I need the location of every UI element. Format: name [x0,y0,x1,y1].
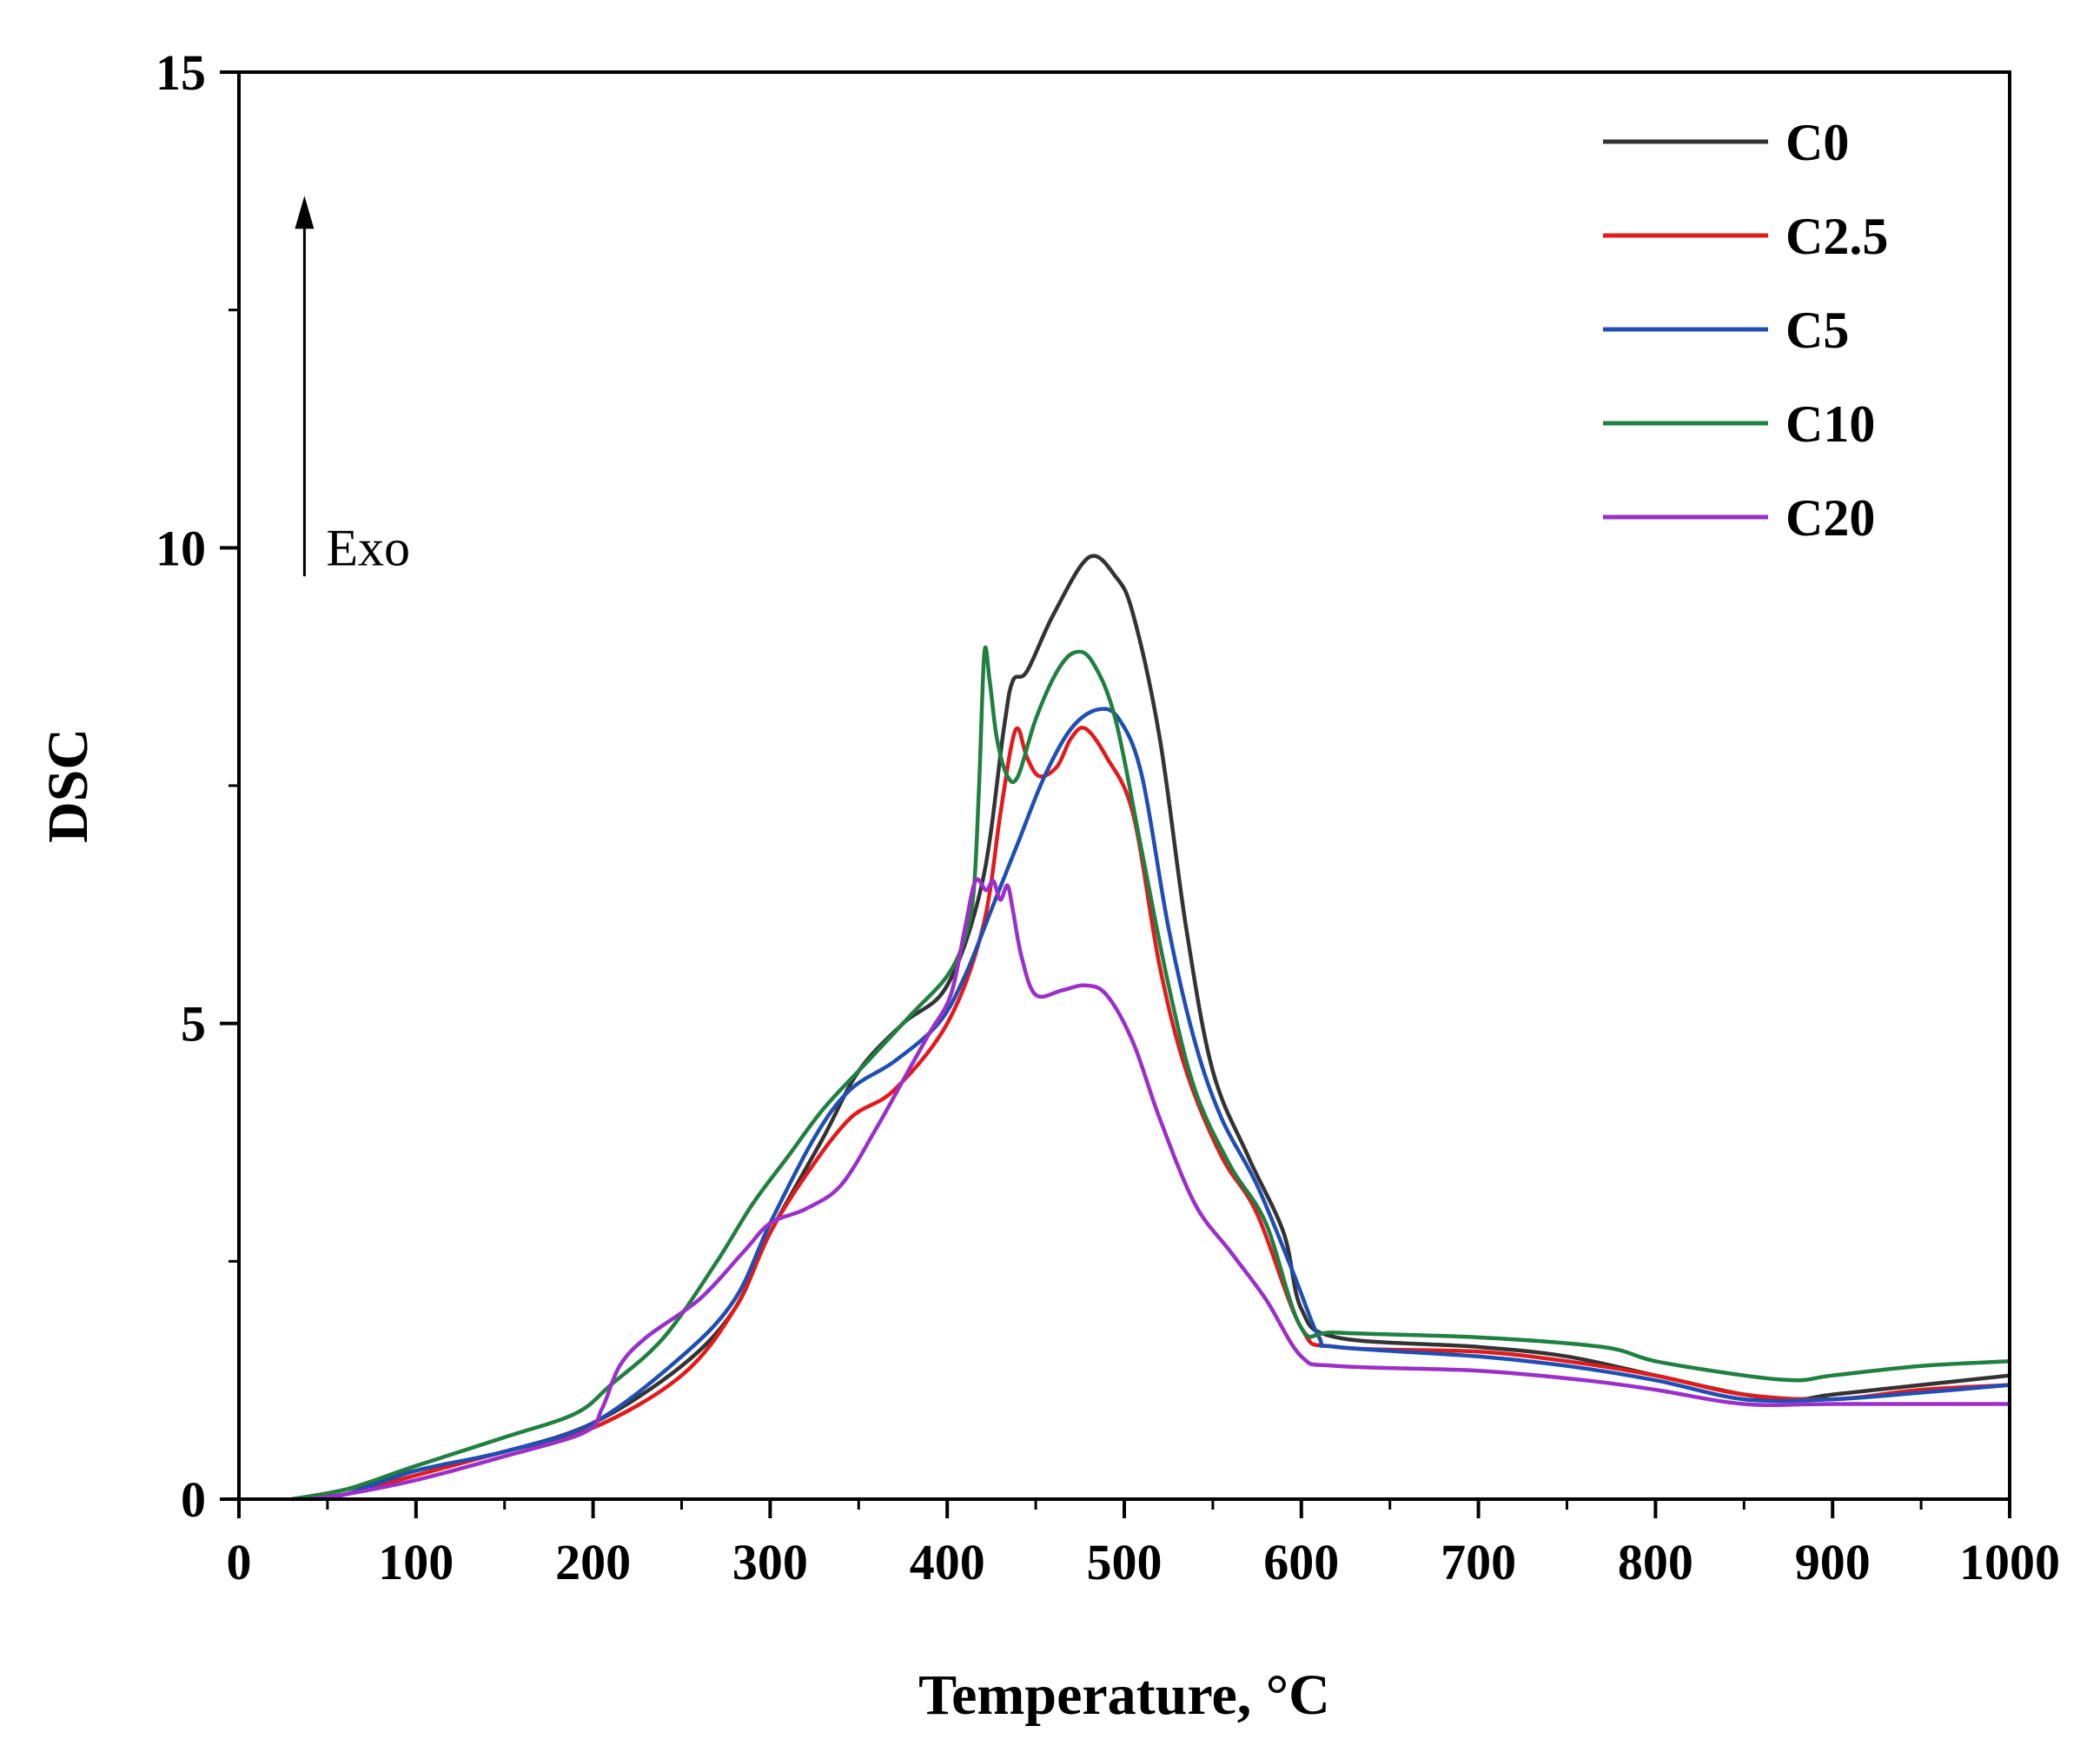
series-line-c0 [291,554,2011,1502]
exo-label: Exo [326,519,410,576]
y-axis-title: DSC [36,728,100,843]
legend: C0 C2.5 C5 C10 C20 [1603,114,1888,547]
x-tick-label: 900 [1795,1534,1871,1590]
series-line-c10 [291,645,2011,1502]
y-tick-label: 0 [181,1471,206,1528]
x-tick-label: 800 [1618,1534,1693,1590]
x-tick-label: 100 [378,1534,454,1590]
x-axis-title: Temperature, °C [918,1663,1330,1727]
y-tick-label: 10 [156,520,206,576]
x-tick-label: 200 [555,1534,631,1590]
x-tick-label: 500 [1087,1534,1163,1590]
x-tick-label: 600 [1263,1534,1339,1590]
exo-annotation: Exo [295,196,410,576]
y-tick-label: 5 [181,996,206,1052]
x-tick-label: 700 [1441,1534,1516,1590]
legend-label: C2.5 [1785,208,1888,265]
series-lines [291,554,2011,1502]
ticks: 0 100 200 300 400 500 600 700 800 900 1000 0 5 10 15 [156,44,2060,1590]
x-tick-label: 400 [910,1534,985,1590]
series-line-c5 [309,707,2011,1502]
x-tick-label: 0 [227,1534,252,1590]
y-tick-label: 15 [156,44,206,101]
legend-label: C20 [1785,489,1875,547]
legend-label: C5 [1785,302,1849,359]
plot-frame [237,70,2011,1501]
x-tick-label: 300 [732,1534,808,1590]
series-line-c2-5 [309,726,2011,1502]
series-line-c20 [309,877,2010,1502]
legend-label: C10 [1785,395,1875,453]
arrow-head-icon [295,196,315,229]
x-tick-label: 1000 [1959,1534,2060,1590]
legend-label: C0 [1785,114,1849,171]
